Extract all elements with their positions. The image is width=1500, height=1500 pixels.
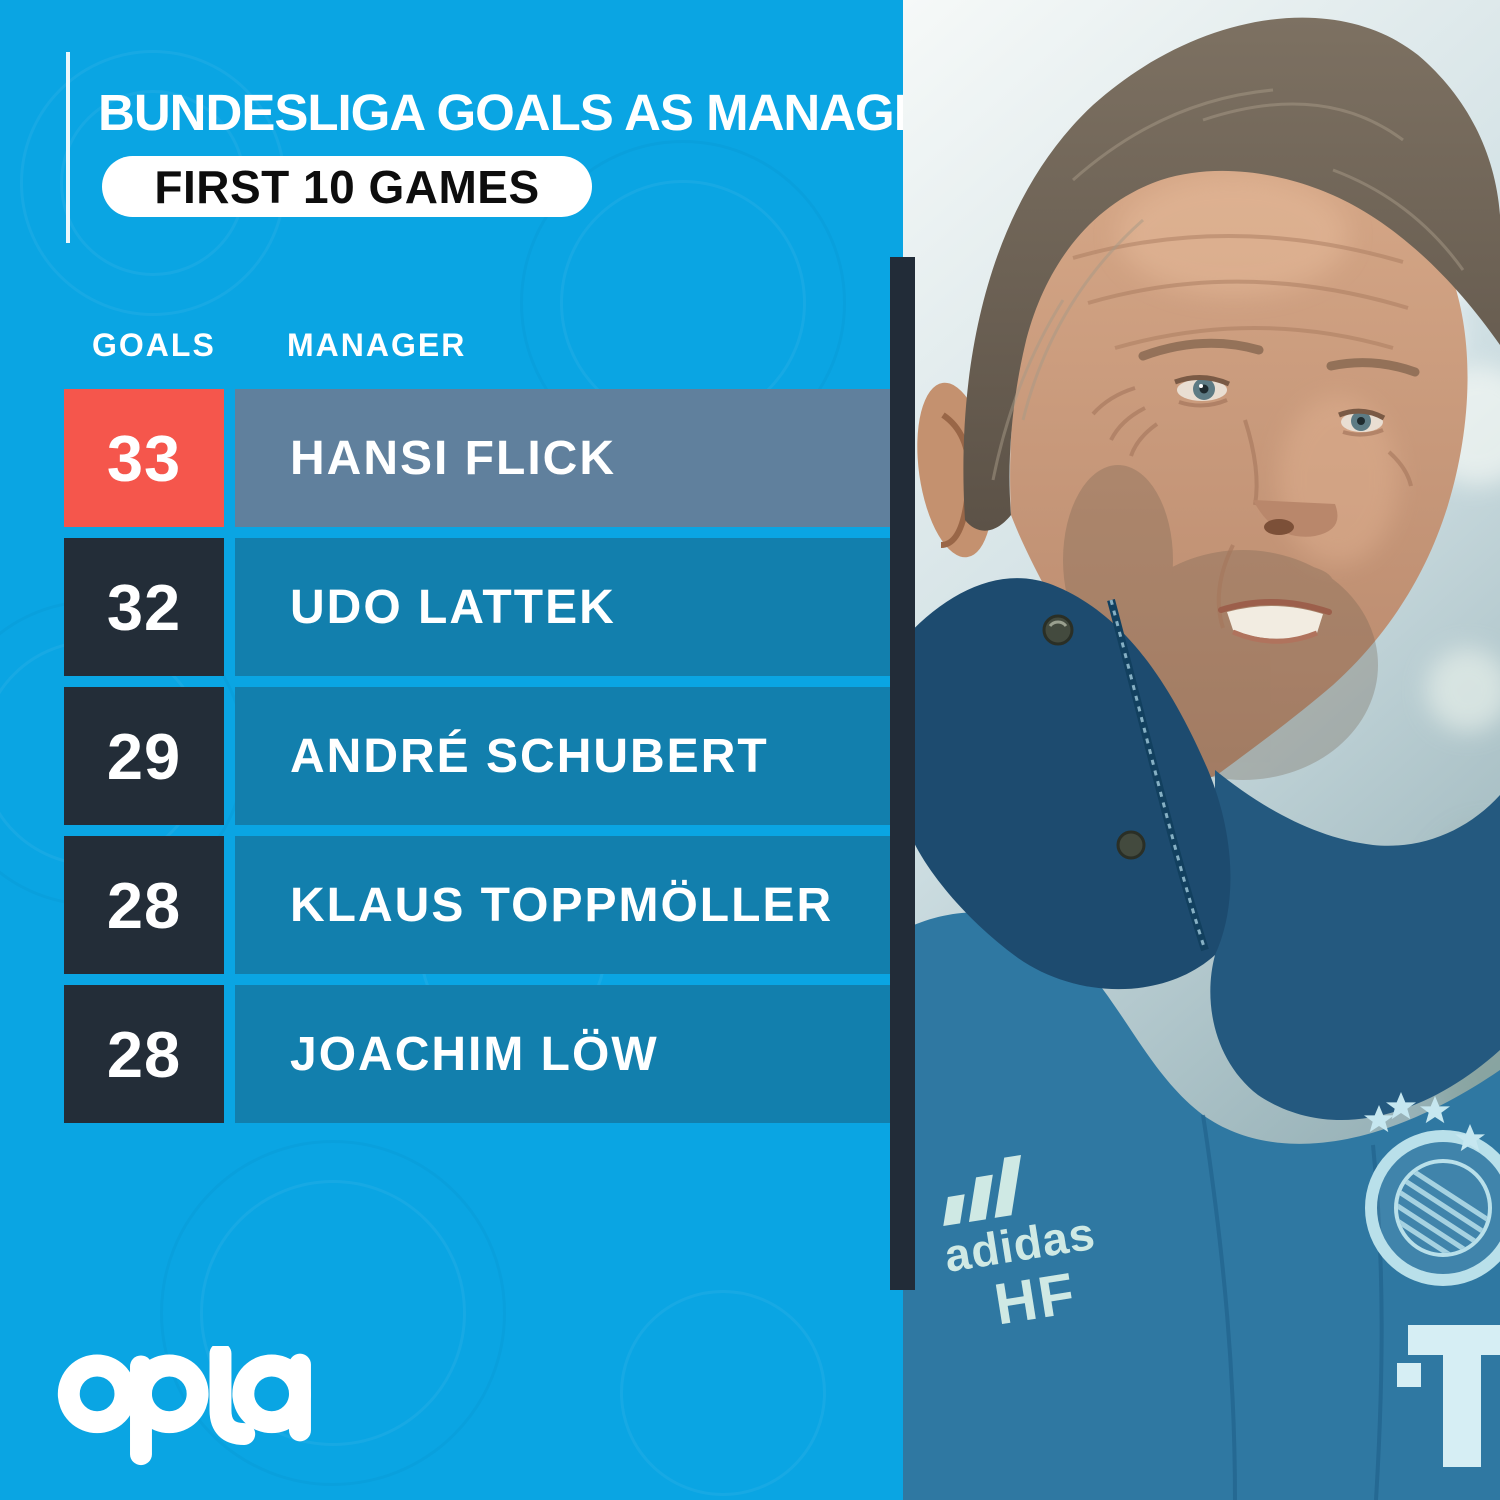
goals-value-box: 33 <box>64 389 224 527</box>
column-header-manager: MANAGER <box>287 327 467 363</box>
mouth <box>1218 598 1332 644</box>
eyes <box>1174 375 1386 437</box>
club-crest <box>1364 1092 1500 1286</box>
divider-bar <box>890 257 915 1290</box>
goals-value-box: 32 <box>64 538 224 676</box>
hair-strands <box>991 88 1465 481</box>
manager-bar: JOACHIM LÖW <box>235 985 890 1123</box>
face <box>1010 134 1468 782</box>
telekom-logo <box>1397 1325 1500 1467</box>
table-row: 33 HANSI FLICK <box>0 389 890 527</box>
table-row: 28 JOACHIM LÖW <box>0 985 890 1123</box>
goals-value: 33 <box>106 421 182 495</box>
goals-value: 29 <box>106 719 182 793</box>
subtitle-badge: FIRST 10 GAMES <box>102 156 592 217</box>
collar-buttons <box>1042 614 1146 860</box>
page-title: BUNDESLIGA GOALS AS MANAGER <box>98 84 964 141</box>
hair <box>963 17 1500 531</box>
jacket-initials: HF <box>990 1261 1080 1338</box>
jacket-shoulder <box>1210 770 1500 1121</box>
eyebrows <box>1138 338 1420 377</box>
goals-value-box: 28 <box>64 836 224 974</box>
manager-bar: UDO LATTEK <box>235 538 890 676</box>
goals-value-box: 28 <box>64 985 224 1123</box>
title-accent-line <box>66 52 70 243</box>
opta-logo <box>57 1346 311 1466</box>
column-header-goals: GOALS <box>92 327 216 363</box>
goals-value-box: 29 <box>64 687 224 825</box>
manager-bar: HANSI FLICK <box>235 389 890 527</box>
goals-value: 28 <box>106 868 182 942</box>
manager-name: ANDRÉ SCHUBERT <box>290 729 769 783</box>
crest-stars <box>1364 1092 1485 1152</box>
nose <box>1243 419 1338 537</box>
goals-value: 28 <box>106 1017 182 1091</box>
manager-bar: ANDRÉ SCHUBERT <box>235 687 890 825</box>
manager-bar: KLAUS TOPPMÖLLER <box>235 836 890 974</box>
table-row: 28 KLAUS TOPPMÖLLER <box>0 836 890 974</box>
adidas-logo: adidas HF <box>941 1155 1099 1338</box>
manager-name: UDO LATTEK <box>290 580 616 634</box>
manager-name: HANSI FLICK <box>290 431 616 485</box>
subtitle-badge-label: FIRST 10 GAMES <box>154 160 540 213</box>
manager-photo: adidas HF <box>903 0 1500 1500</box>
smile-lines <box>1091 386 1413 629</box>
manager-name: JOACHIM LÖW <box>290 1027 659 1081</box>
jacket-body <box>903 912 1500 1500</box>
jacket-collar <box>903 578 1231 990</box>
manager-name: KLAUS TOPPMÖLLER <box>290 878 834 932</box>
goals-value: 32 <box>106 570 182 644</box>
table-row: 29 ANDRÉ SCHUBERT <box>0 687 890 825</box>
table-row: 32 UDO LATTEK <box>0 538 890 676</box>
